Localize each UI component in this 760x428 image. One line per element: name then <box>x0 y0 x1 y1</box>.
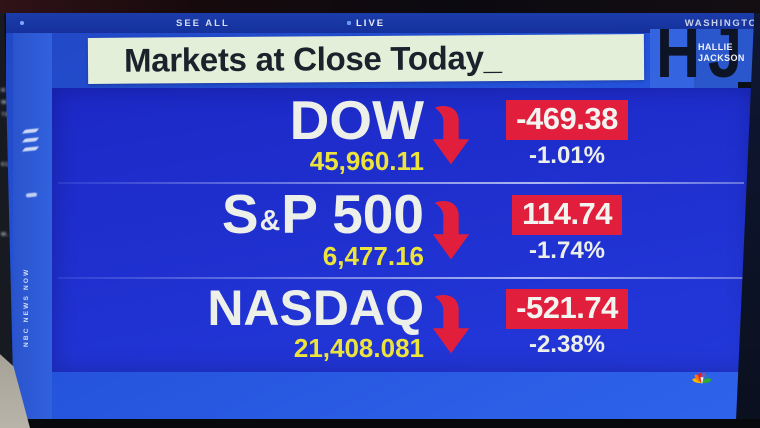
live-bullet-icon <box>347 21 351 25</box>
percent-change-dow: -1.01% <box>528 142 606 170</box>
background-text-fragment: W <box>1 100 8 106</box>
percent-change-sp500: -1.74% <box>528 236 606 264</box>
down-arrow-icon <box>426 194 476 266</box>
down-arrow-icon <box>426 288 476 360</box>
background-text-fragment: R <box>1 88 6 94</box>
nav-bullet-icon <box>20 21 24 25</box>
nav-item-see-all: SEE ALL <box>176 18 230 29</box>
background-text-fragment: M. <box>1 232 9 238</box>
network-name-vertical: NBC NEWS NOW <box>23 267 30 347</box>
ampersand: & <box>259 204 281 237</box>
row-divider <box>58 277 744 279</box>
nbc-mark-dash-icon <box>25 192 38 198</box>
market-row-dow: DOW 45,960.11 -469.38 -1.01% <box>52 88 752 183</box>
show-initial-j: J <box>708 29 743 93</box>
background-text-fragment: TE <box>1 112 10 118</box>
page-title: Markets at Close Today_ <box>123 39 502 79</box>
index-value-sp500: 6,477.16 <box>322 240 424 271</box>
network-side-strip: NBC NEWS NOW <box>13 33 52 420</box>
headline-banner: Markets at Close Today_ <box>87 34 645 84</box>
index-value-dow: 45,960.11 <box>309 145 424 176</box>
index-name-nasdaq: NASDAQ <box>207 280 424 337</box>
change-badge-sp500: 114.74 <box>511 194 623 235</box>
nbc-news-now-mark-icon <box>22 128 39 156</box>
index-value-nasdaq: 21,408.081 <box>293 332 424 363</box>
show-logo-accent-box <box>650 29 694 99</box>
host-last-name: JACKSON <box>698 52 745 63</box>
market-row-nasdaq: NASDAQ 21,408.081 -521.74 -2.38% <box>52 277 752 372</box>
host-name: HALLIE JACKSON <box>698 42 745 63</box>
market-row-sp500: S&P 500 6,477.16 114.74 -1.74% <box>52 183 752 278</box>
markets-panel: DOW 45,960.11 -469.38 -1.01% S&P 500 6,4… <box>52 88 752 372</box>
monitor-bezel-bottom <box>0 419 760 428</box>
show-initial-h: H <box>656 29 701 93</box>
nbc-peacock-icon <box>692 372 712 385</box>
change-badge-nasdaq: -521.74 <box>506 289 628 330</box>
background-text-fragment: 01 <box>1 162 9 168</box>
index-name-sp500: S&P 500 <box>221 183 424 246</box>
show-logo: H J HALLIE JACKSON <box>650 29 754 99</box>
down-arrow-icon <box>426 99 476 171</box>
percent-change-nasdaq: -2.38% <box>528 331 606 359</box>
host-first-name: HALLIE <box>698 42 733 52</box>
live-badge: LIVE <box>356 18 386 29</box>
index-name-dow: DOW <box>289 88 424 151</box>
studio-background-top <box>0 0 760 14</box>
change-badge-dow: -469.38 <box>506 100 628 141</box>
row-divider <box>58 182 744 184</box>
